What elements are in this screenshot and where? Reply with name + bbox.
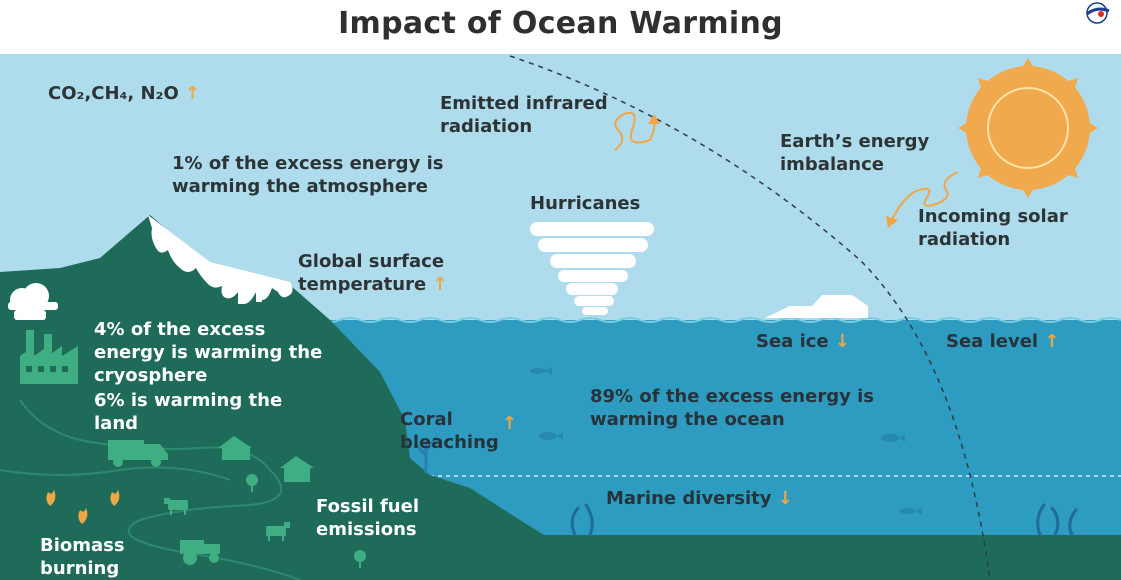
- sea-ice: [765, 295, 868, 318]
- incoming-solar-label: Incoming solar radiation: [918, 206, 1068, 250]
- land-mass: [0, 215, 560, 580]
- house-icon-2: [280, 456, 314, 482]
- ocean-wave-line: [299, 317, 1121, 323]
- fish-icon: [530, 367, 922, 515]
- tree-icon: [246, 474, 366, 568]
- truck-icon: [108, 440, 168, 467]
- coral-bleaching-label: Coral bleaching: [400, 409, 499, 453]
- down-arrow-icon: ↓: [834, 331, 851, 352]
- greenhouse-gases-label: CO₂,CH₄, N₂O ↑: [48, 82, 200, 105]
- diagram-title: Impact of Ocean Warming: [338, 6, 783, 41]
- snow-cap: [148, 215, 293, 304]
- down-arrow-icon: ↓: [777, 488, 793, 509]
- energy-imbalance-label: Earth’s energy imbalance: [780, 131, 930, 175]
- logo-icon: [1086, 2, 1110, 24]
- surface-temperature-label: Global surface temperature ↑: [298, 250, 448, 296]
- coral-icon: [414, 436, 438, 474]
- sea-ice-label: Sea ice ↓: [756, 330, 850, 353]
- marine-diversity-label: Marine diversity ↓: [606, 487, 793, 510]
- house-icon: [218, 436, 252, 460]
- land-share-label: 6% is warming the land: [94, 390, 283, 434]
- sea-ice-text: Sea ice: [756, 331, 829, 352]
- sea-level-label: Sea level ↑: [946, 330, 1059, 353]
- atmosphere-share-label: 1% of the excess energy is warming the a…: [172, 153, 444, 197]
- marine-diversity-text: Marine diversity: [606, 488, 772, 509]
- coral-arrow: ↑: [502, 412, 517, 435]
- hurricane-cloud: [530, 222, 654, 315]
- tractor-icon: [180, 540, 220, 565]
- land-road-2: [0, 466, 231, 481]
- fossil-fuel-label: Fossil fuel emissions: [316, 496, 419, 540]
- land-road: [19, 399, 301, 580]
- up-arrow-icon: ↑: [185, 83, 201, 104]
- surface-temperature-text: Global surface temperature: [298, 251, 445, 295]
- sun-icon: [958, 58, 1098, 198]
- cow-icon: [164, 498, 290, 541]
- hurricanes-label: Hurricanes: [530, 193, 641, 214]
- cloud-icon: [8, 283, 58, 320]
- up-arrow-icon: ↑: [432, 274, 448, 295]
- emitted-infrared-label: Emitted infrared radiation: [440, 93, 608, 137]
- ocean-share-label: 89% of the excess energy is warming the …: [590, 386, 874, 430]
- factory-icon: [20, 330, 78, 384]
- solar-squiggle: [891, 171, 959, 221]
- sea-level-text: Sea level: [946, 331, 1039, 352]
- atmosphere-boundary: [509, 55, 991, 580]
- biomass-burning-label: Biomass burning: [40, 535, 125, 579]
- fire-icon: [46, 490, 120, 524]
- up-arrow-icon: ↑: [502, 413, 518, 434]
- title-bar: Impact of Ocean Warming: [0, 0, 1121, 54]
- cryosphere-share-label: 4% of the excess energy is warming the c…: [94, 319, 323, 386]
- up-arrow-icon: ↑: [1044, 331, 1060, 352]
- seaweed-icon: [570, 503, 1078, 537]
- greenhouse-gases-text: CO₂,CH₄, N₂O: [48, 83, 179, 104]
- infrared-squiggle: [614, 111, 656, 151]
